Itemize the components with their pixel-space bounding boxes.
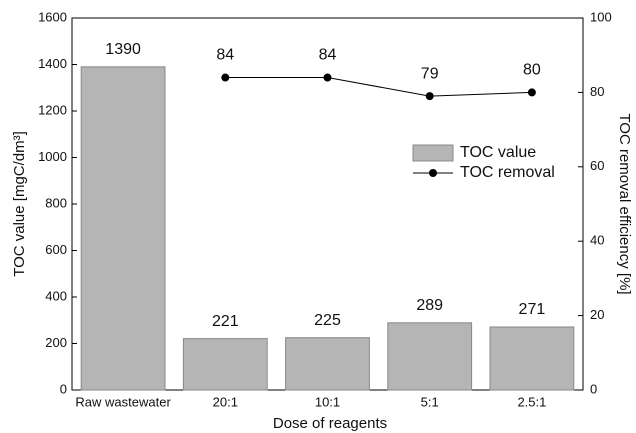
- bar-value-label: 225: [314, 312, 341, 329]
- y-tick-label: 1600: [38, 9, 67, 24]
- legend-swatch: [429, 169, 437, 177]
- y-tick-label: 0: [60, 381, 67, 396]
- y-tick-label: 200: [45, 335, 67, 350]
- y-tick-label: 600: [45, 242, 67, 257]
- y2-tick-label: 80: [590, 84, 604, 99]
- bar-value-label: 271: [519, 301, 546, 318]
- point-value-label: 84: [319, 47, 337, 64]
- y2-tick-label: 40: [590, 233, 604, 248]
- x-tick-label: 10:1: [315, 394, 340, 409]
- x-axis-label: Dose of reagents: [273, 415, 387, 432]
- x-tick-label: 20:1: [213, 394, 238, 409]
- bar-value-label: 289: [416, 297, 443, 314]
- x-tick-label: 2.5:1: [517, 394, 546, 409]
- legend-label: TOC value: [460, 144, 536, 161]
- bar: [80, 66, 166, 391]
- point-value-label: 79: [421, 65, 439, 82]
- line-point: [425, 92, 434, 101]
- legend-swatch: [412, 144, 454, 162]
- x-tick-label: 5:1: [421, 394, 439, 409]
- bar-value-label: 221: [212, 313, 239, 330]
- line-point: [323, 73, 332, 82]
- y2-tick-label: 0: [590, 381, 597, 396]
- y-tick-label: 1000: [38, 149, 67, 164]
- line-point: [527, 88, 536, 97]
- line-point: [221, 73, 230, 82]
- y2-tick-label: 20: [590, 307, 604, 322]
- bar: [285, 337, 370, 391]
- bar: [182, 338, 268, 391]
- x-tick-label: Raw wastewater: [75, 394, 171, 409]
- y-tick-label: 1200: [38, 102, 67, 117]
- y-axis-label: TOC value [mgC/dm³]: [11, 131, 28, 277]
- y-tick-label: 1400: [38, 56, 67, 71]
- y2-tick-label: 60: [590, 158, 604, 173]
- legend-label: TOC removal: [460, 164, 555, 181]
- y-tick-label: 800: [45, 195, 67, 210]
- point-value-label: 84: [216, 47, 234, 64]
- bar: [387, 322, 473, 391]
- bar: [489, 326, 575, 391]
- bar-value-label: 1390: [105, 41, 141, 58]
- y2-axis-label: TOC removal efficiency [%]: [616, 113, 633, 294]
- y-tick-label: 400: [45, 288, 67, 303]
- line: [225, 77, 532, 97]
- y2-tick-label: 100: [590, 9, 612, 24]
- point-value-label: 80: [523, 62, 541, 79]
